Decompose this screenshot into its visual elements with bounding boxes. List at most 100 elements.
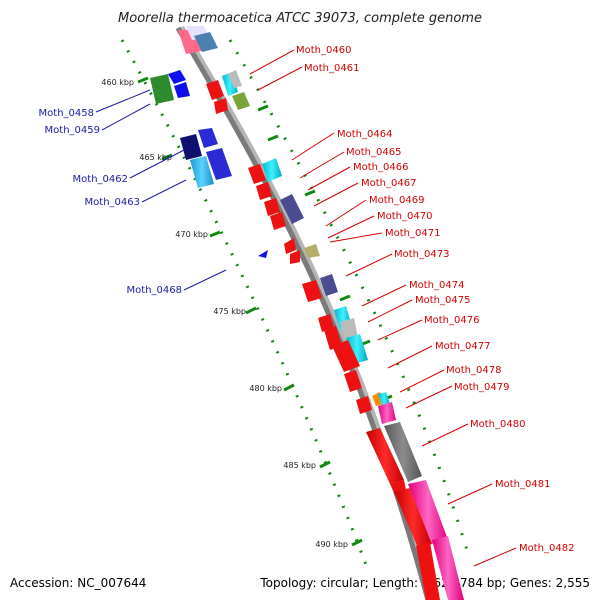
- tick-mark: [209, 230, 221, 238]
- leader-line: [421, 423, 469, 447]
- gene-label: Moth_0470: [377, 211, 432, 222]
- leader-line: [447, 483, 493, 505]
- leader-lines-left: [95, 89, 227, 291]
- gene-label: Moth_0480: [470, 419, 525, 430]
- gene-label: Moth_0458: [39, 108, 94, 119]
- gene-feature: [262, 158, 282, 182]
- tick-mark: [245, 306, 257, 315]
- tick-label: 465 kbp: [139, 153, 172, 162]
- leader-line: [399, 369, 445, 393]
- gene-feature: [408, 480, 448, 544]
- gene-features: [150, 26, 464, 600]
- gene-feature: [332, 340, 360, 372]
- tick-label: 475 kbp: [213, 307, 246, 316]
- gene-feature: [356, 396, 372, 414]
- tick-label: 470 kbp: [175, 230, 208, 239]
- tick-mark: [267, 134, 279, 142]
- gene-feature: [280, 194, 304, 224]
- gene-label: Moth_0461: [304, 63, 359, 74]
- leader-line: [291, 132, 335, 161]
- gene-label: Moth_0465: [346, 147, 401, 158]
- gene-label: Moth_0462: [73, 174, 128, 185]
- gene-feature: [190, 156, 214, 188]
- gene-feature: [366, 428, 404, 484]
- gene-feature: [384, 422, 422, 482]
- tick-mark: [339, 294, 351, 302]
- leader-line: [95, 89, 151, 113]
- leader-line: [377, 319, 423, 341]
- gene-label: Moth_0474: [409, 280, 464, 291]
- gene-label: Moth_0481: [495, 479, 550, 490]
- gene-label: Moth_0473: [394, 249, 449, 260]
- leader-line: [307, 166, 351, 191]
- gene-feature: [180, 134, 202, 160]
- gene-feature: [302, 280, 322, 302]
- gene-feature: [378, 402, 396, 424]
- tick-track: [120, 39, 370, 571]
- leader-line: [367, 299, 413, 323]
- gene-label: Moth_0482: [519, 543, 574, 554]
- tick-label: 490 kbp: [315, 540, 348, 549]
- gene-feature: [194, 32, 218, 52]
- leader-lines-right: [249, 49, 517, 567]
- gene-label: Moth_0466: [353, 162, 408, 173]
- tick-mark: [161, 153, 173, 161]
- map-title: Moorella thermoacetica ATCC 39073, compl…: [118, 11, 482, 26]
- leader-line: [141, 179, 187, 203]
- gene-label: Moth_0460: [296, 45, 351, 56]
- tick-mark: [351, 538, 363, 547]
- gene-label: Moth_0477: [435, 341, 490, 352]
- gene-label: Moth_0479: [454, 382, 509, 393]
- tick-mark: [304, 189, 316, 197]
- gene-feature: [432, 536, 464, 600]
- gene-label: Moth_0459: [45, 125, 100, 136]
- gene-feature: [344, 370, 362, 392]
- gene-feature: [174, 82, 190, 98]
- tick-mark: [137, 76, 149, 84]
- gene-feature: [206, 80, 224, 100]
- gene-feature: [198, 128, 218, 148]
- gene-feature: [264, 198, 280, 216]
- gene-feature: [390, 480, 406, 492]
- gene-feature: [284, 238, 296, 254]
- leader-line: [257, 66, 303, 91]
- leader-line: [313, 182, 359, 207]
- gene-feature: [258, 250, 268, 258]
- accession-text: Accession: NC_007644: [10, 576, 146, 590]
- gene-feature: [256, 182, 272, 200]
- tick-mark: [319, 460, 331, 469]
- gene-feature: [150, 74, 174, 104]
- gene-feature: [206, 148, 232, 180]
- gene-feature: [304, 244, 320, 258]
- gene-feature: [320, 274, 338, 296]
- gene-label: Moth_0463: [85, 197, 140, 208]
- gene-feature: [416, 542, 440, 600]
- gene-feature: [214, 98, 228, 114]
- gene-feature: [232, 92, 250, 110]
- gene-label: Moth_0469: [369, 195, 424, 206]
- gene-feature: [378, 392, 390, 406]
- leader-line: [101, 103, 151, 131]
- leader-line: [387, 345, 433, 369]
- tick-mark: [257, 104, 269, 112]
- leader-line: [183, 269, 227, 291]
- gene-label: Moth_0464: [337, 129, 392, 140]
- leader-line: [327, 215, 375, 239]
- leader-line: [325, 199, 367, 227]
- leader-line: [345, 253, 393, 277]
- gene-feature: [270, 212, 286, 230]
- leader-line: [129, 149, 185, 179]
- tick-label: 485 kbp: [283, 461, 316, 470]
- gene-feature: [248, 164, 266, 184]
- leader-line: [473, 547, 517, 567]
- leader-line: [249, 49, 295, 75]
- tick-label: 480 kbp: [249, 384, 282, 393]
- tick-mark: [283, 383, 295, 392]
- gene-label: Moth_0476: [424, 315, 479, 326]
- gene-feature: [228, 70, 242, 88]
- gene-feature: [168, 70, 186, 84]
- leader-line: [405, 385, 453, 409]
- gene-label: Moth_0467: [361, 178, 416, 189]
- gene-feature: [222, 72, 238, 96]
